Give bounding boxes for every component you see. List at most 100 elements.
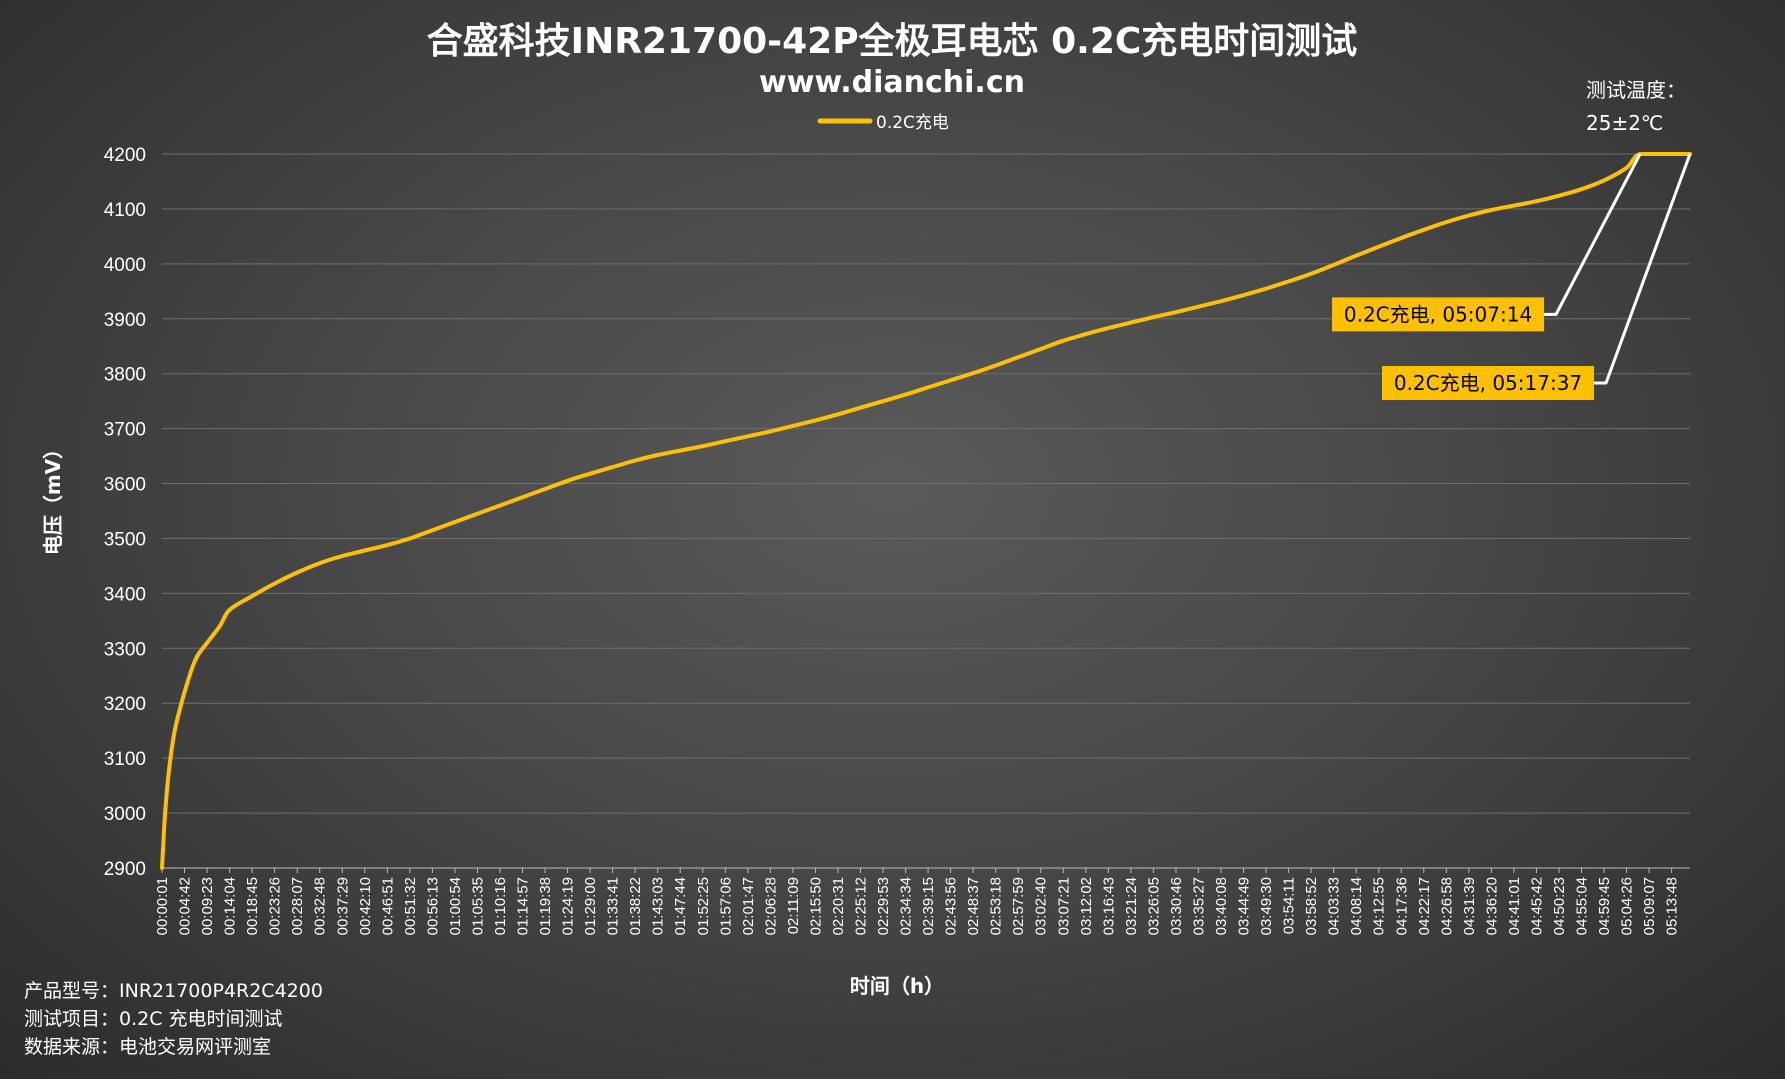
x-tick-label: 03:40:08 [1213,877,1230,935]
y-tick-label: 3900 [104,310,146,331]
x-tick-label: 00:09:23 [199,877,216,935]
x-tick-label: 03:49:30 [1258,877,1275,935]
x-tick-label: 01:43:03 [650,877,667,935]
x-tick-label: 01:19:38 [537,877,554,935]
y-tick-label: 4100 [104,200,146,221]
y-tick-label: 2900 [104,859,146,880]
temperature-note-label: 测试温度： [1586,78,1686,102]
y-tick-label: 3500 [104,529,146,550]
x-tick-label: 02:01:47 [740,877,757,935]
series-group [160,151,1692,870]
x-tick-label: 03:02:40 [1033,877,1050,935]
x-tick-label: 03:26:05 [1145,877,1162,935]
x-tick-label: 02:43:56 [943,877,960,935]
y-axis-label: 电压（mV） [41,439,65,555]
x-tick-label: 04:26:58 [1438,877,1455,935]
x-tick-label: 02:48:37 [965,877,982,935]
gridlines [162,153,1690,869]
x-tick-label: 03:07:21 [1055,877,1072,935]
x-tick-label: 02:25:12 [852,877,869,935]
info-block: 产品型号：INR21700P4R2C4200 测试项目：0.2C 充电时间测试 … [24,980,323,1058]
chart-title: 合盛科技INR21700-42P全极耳电芯 0.2C充电时间测试 [427,20,1358,62]
x-tick-label: 03:12:02 [1078,877,1095,935]
y-tick-label: 3600 [104,475,146,496]
callout-label: 0.2C充电, 05:17:37 [1394,371,1582,395]
x-tick-label: 02:20:31 [830,877,847,935]
callout-leader [1544,153,1642,316]
x-tick-label: 02:29:53 [875,877,892,935]
x-tick-label: 01:00:54 [447,877,464,935]
x-tick-label: 02:15:50 [807,877,824,935]
x-tick-label: 03:58:52 [1303,877,1320,935]
x-tick-label: 02:39:15 [920,877,937,935]
y-tick-label: 4000 [104,255,146,276]
x-tick-label: 00:46:51 [379,877,396,935]
x-tick-label: 03:44:49 [1236,877,1253,935]
x-tick-label: 00:18:45 [244,877,261,935]
info-model: 产品型号：INR21700P4R2C4200 [24,980,323,1002]
x-tick-label: 01:10:16 [492,877,509,935]
x-tick-label: 00:28:07 [289,877,306,935]
x-tick-label: 00:32:48 [312,877,329,935]
legend-label: 0.2C充电 [876,113,949,133]
x-tick-label: 02:06:28 [762,877,779,935]
x-tick-label: 02:53:18 [988,877,1005,935]
x-tick-label: 01:57:06 [717,877,734,935]
x-tick-label: 04:08:14 [1348,877,1365,935]
x-tick-label: 04:22:17 [1416,877,1433,935]
x-tick-label: 02:34:34 [898,877,915,935]
y-axis-ticks: 4200 4100 4000 3900 3800 3700 3600 3500 3400 3300… [104,145,146,880]
x-tick-label: 03:21:24 [1123,877,1140,935]
x-tick-label: 04:41:01 [1506,877,1523,935]
x-tick-label: 04:36:20 [1483,877,1500,935]
callout-box [1332,297,1545,332]
x-tick-label: 00:42:10 [357,877,374,935]
x-tick-label: 01:38:22 [627,877,644,935]
x-tick-label: 03:30:46 [1168,877,1185,935]
x-tick-label: 05:09:07 [1641,877,1658,935]
y-tick-label: 3200 [104,694,146,715]
info-test-item: 测试项目：0.2C 充电时间测试 [24,1008,283,1030]
y-tick-label: 4200 [104,145,146,166]
x-tick-label: 04:59:45 [1596,877,1613,935]
x-tick-label: 05:13:48 [1664,877,1681,935]
x-tick-label: 01:05:35 [469,877,486,935]
x-tick-label: 01:24:19 [560,877,577,935]
callout-leader [1594,153,1692,385]
x-tick-label: 00:00:01 [154,877,171,935]
x-tick-label: 04:55:04 [1574,877,1591,935]
x-tick-label: 04:03:33 [1326,877,1343,935]
y-tick-label: 3400 [104,584,146,605]
x-tick-label: 01:52:25 [695,877,712,935]
x-tick-label: 00:51:32 [402,877,419,935]
callout-box [1382,366,1594,401]
x-axis-ticks: 00:00:01 00:04:42 00:09:23 00:14:04 00:18:45… [154,868,1681,935]
x-tick-label: 03:35:27 [1190,877,1207,935]
x-tick-label: 01:47:44 [672,877,689,935]
y-tick-label: 3800 [104,365,146,386]
x-tick-label: 05:04:26 [1619,877,1636,935]
series-line [160,151,1692,870]
info-source: 数据来源：电池交易网评测室 [24,1036,271,1058]
x-tick-label: 02:11:09 [785,877,802,934]
x-tick-label: 01:29:00 [582,877,599,935]
x-tick-label: 04:50:23 [1551,877,1568,935]
x-tick-label: 00:23:26 [267,877,284,935]
x-tick-label: 00:37:29 [334,877,351,935]
callouts: 0.2C充电, 05:07:14 0.2C充电, 05:17:37 [1332,153,1692,401]
y-tick-label: 3300 [104,639,146,660]
legend: 0.2C充电 [817,113,949,133]
x-tick-label: 03:16:43 [1100,877,1117,935]
temperature-note-value: 25±2℃ [1586,111,1663,135]
x-tick-label: 04:12:55 [1371,877,1388,935]
x-tick-label: 03:54:11 [1281,877,1298,934]
x-axis-label: 时间（h） [850,974,944,998]
x-tick-label: 00:56:13 [424,877,441,935]
x-tick-label: 01:33:41 [605,877,622,935]
y-tick-label: 3100 [104,749,146,770]
y-tick-label: 3000 [104,804,146,825]
x-tick-label: 04:17:36 [1393,877,1410,935]
x-tick-label: 04:31:39 [1461,877,1478,935]
x-tick-label: 00:14:04 [222,877,239,935]
